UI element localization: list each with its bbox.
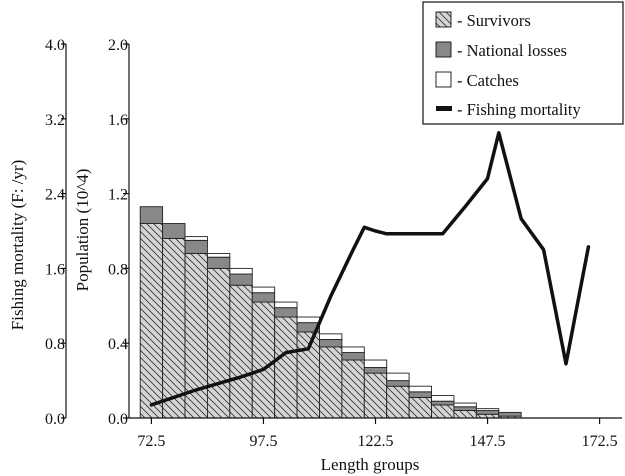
bar-catches-11	[386, 372, 410, 382]
bar-catches-13	[431, 395, 455, 402]
bar-survivors-9	[341, 359, 365, 419]
legend-label-survivors: - Survivors	[457, 11, 531, 30]
bar-survivors-8	[319, 346, 343, 419]
legend-swatch-survivors	[435, 11, 452, 28]
x-tick-label-1: 97.5	[249, 433, 277, 450]
bar-catches-5	[251, 286, 276, 294]
bar-survivors-14	[453, 410, 477, 419]
y2-axis-title: Fishing mortality (F: /yr)	[8, 160, 27, 330]
legend-swatch-national-losses	[435, 41, 452, 58]
y-tick-label-0: 0.0	[108, 411, 128, 428]
bar-national-losses-2	[184, 239, 208, 254]
bar-survivors-0	[139, 223, 164, 419]
x-tick-label-4: 172.5	[582, 433, 618, 450]
fishing-mortality-line	[149, 131, 591, 407]
bar-national-losses-14	[453, 406, 477, 411]
bar-catches-8	[319, 333, 343, 340]
bar-catches-15	[475, 408, 500, 411]
y-tick-label-4: 1.6	[108, 112, 128, 129]
y2-tick-label-1: 0.8	[45, 336, 65, 353]
bar-national-losses-15	[475, 410, 500, 415]
y2-tick-label-5: 4.0	[45, 37, 65, 54]
bar-catches-4	[229, 267, 253, 275]
y-tick-label-2: 0.8	[108, 261, 128, 278]
bar-survivors-13	[431, 404, 455, 419]
bar-national-losses-16	[498, 411, 522, 417]
bar-catches-9	[341, 346, 365, 354]
y2-tick-label-3: 2.4	[45, 187, 65, 204]
bar-survivors-6	[274, 316, 298, 419]
axes: 72.5 97.5 122.5 147.5 172.5 0.0 0.4 0.8 1.2 1.6 2…	[45, 37, 622, 450]
bar-survivors-5	[251, 301, 276, 419]
bar-catches-14	[453, 402, 477, 408]
y2-ticks: 0.0 0.8 1.6 2.4 3.2 4.0	[45, 37, 66, 428]
bar-survivors-10	[363, 372, 388, 419]
bar-national-losses-4	[229, 273, 253, 286]
y-axis-title: Population (10^4)	[73, 169, 92, 292]
legend-swatch-catches	[435, 71, 452, 88]
bar-catches-3	[206, 252, 231, 258]
y-tick-label-3: 1.2	[108, 187, 128, 204]
bars	[139, 206, 522, 419]
legend-label-fishing-mortality: - Fishing mortality	[457, 100, 582, 119]
x-axis-title: Length groups	[321, 455, 420, 474]
legend-box	[422, 1, 624, 125]
x-ticks: 72.5 97.5 122.5 147.5 172.5	[137, 418, 618, 450]
y-tick-label-5: 2.0	[108, 37, 128, 54]
bar-survivors-11	[386, 385, 410, 419]
bar-national-losses-10	[363, 367, 388, 374]
x-tick-label-3: 147.5	[470, 433, 506, 450]
bar-national-losses-0	[139, 206, 164, 224]
bar-catches-6	[274, 301, 298, 309]
bar-national-losses-12	[408, 391, 432, 398]
y2-tick-label-0: 0.0	[45, 411, 65, 428]
y2-tick-label-2: 1.6	[45, 261, 65, 278]
y-tick-label-1: 0.4	[108, 336, 128, 353]
bar-survivors-1	[162, 238, 186, 419]
bar-national-losses-13	[431, 400, 455, 406]
bar-catches-7	[296, 316, 320, 324]
bar-catches-12	[408, 385, 432, 393]
bar-national-losses-6	[274, 307, 298, 318]
legend-label-national-losses: - National losses	[457, 41, 567, 60]
bar-national-losses-5	[251, 292, 276, 303]
x-tick-label-2: 122.5	[358, 433, 394, 450]
legend: - Survivors - National losses - Catches …	[422, 1, 624, 125]
bar-national-losses-3	[206, 256, 231, 269]
y-ticks: 0.0 0.4 0.8 1.2 1.6 2.0	[108, 37, 129, 428]
bar-survivors-3	[206, 267, 231, 419]
legend-label-catches: - Catches	[457, 71, 519, 90]
y2-tick-label-4: 3.2	[45, 112, 65, 129]
bar-national-losses-9	[341, 352, 365, 361]
bar-national-losses-1	[162, 223, 186, 239]
legend-swatch-fishing-mortality	[436, 106, 452, 111]
fishing-mortality-polyline	[149, 131, 591, 407]
bar-catches-10	[363, 359, 388, 368]
x-tick-label-0: 72.5	[137, 433, 165, 450]
bar-survivors-4	[229, 284, 253, 419]
bar-national-losses-11	[386, 380, 410, 387]
bar-national-losses-8	[319, 339, 343, 348]
bar-catches-2	[184, 236, 208, 241]
bar-survivors-12	[408, 396, 432, 419]
